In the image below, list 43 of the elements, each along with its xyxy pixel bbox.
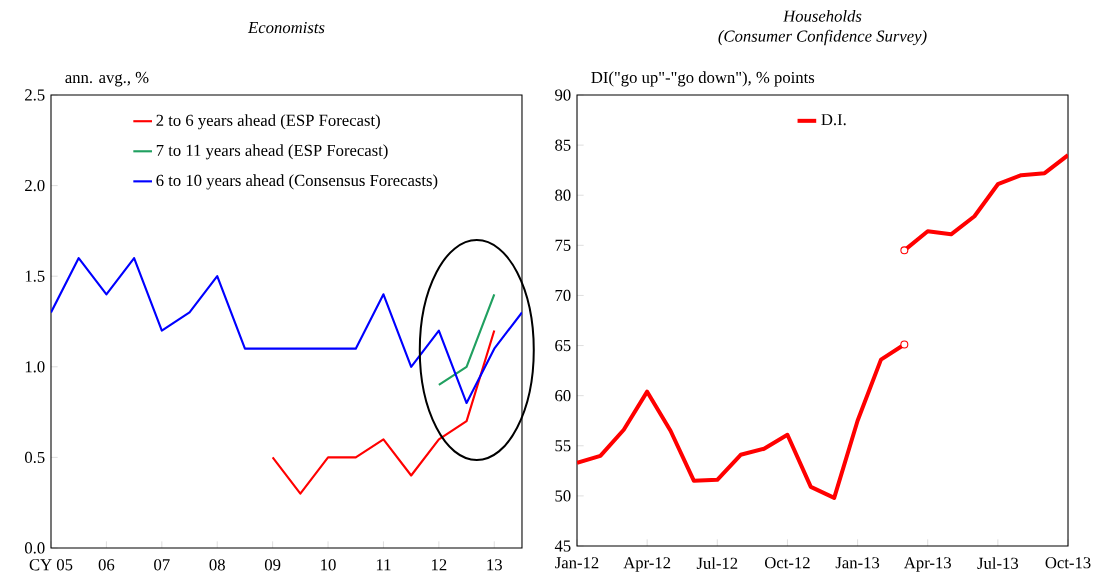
x-tick-label: 12 [432,559,447,571]
y-tick-label: 0.5 [24,451,45,464]
x-tick-label: 11 [376,559,391,571]
x-tick-label: Jul-12 [696,557,738,569]
chart-title: Households [782,10,862,22]
x-tick-label: Jul-13 [977,557,1019,569]
y-tick-label: 1.0 [25,361,45,373]
legend-label: 6 to 10 years ahead (Consensus Forecasts) [156,174,438,190]
legend-label: D.I. [821,114,846,126]
y-tick-label: 80 [555,189,571,201]
y-axis-title: DI("go up"-"go down"), % points [591,71,815,87]
y-tick-label: 55 [555,440,571,452]
legend-label: 2 to 6 years ahead (ESP Forecast) [156,114,380,130]
x-tick-label: Apr-12 [623,557,671,572]
x-tick-label: 10 [321,559,336,571]
y-tick-label: 70 [555,289,571,302]
x-tick-label: Jan-13 [835,557,880,569]
x-tick-label: 06 [98,559,115,571]
y-tick-label: 85 [555,139,571,151]
x-tick-label: Oct-13 [1045,557,1091,569]
legend-label: 7 to 11 years ahead (ESP Forecast) [156,144,388,160]
y-tick-label: 75 [555,239,571,251]
y-tick-label: 45 [554,540,571,552]
line-series [271,329,496,495]
x-tick-label: 07 [154,559,170,571]
chart-title: Economists [247,21,325,34]
x-tick-label: 13 [487,559,502,571]
y-tick-label: 60 [555,390,571,402]
x-tick-label: Jan-12 [555,557,599,569]
x-tick-label: Oct-12 [764,557,810,569]
x-tick-label: CY 05 [29,559,73,571]
chart-subtitle: (Consumer Confidence Survey) [718,29,927,46]
x-tick-label: Apr-13 [903,557,951,572]
y-tick-label: 0.0 [24,542,45,554]
y-axis-title: ann. avg., % [65,71,149,87]
x-tick-label: 08 [209,559,225,571]
y-tick-label: 2.5 [25,89,45,101]
y-tick-label: 50 [555,490,571,502]
y-tick-label: 65 [555,339,571,352]
x-tick-label: 09 [264,559,281,571]
y-tick-label: 2.0 [25,179,45,192]
y-tick-label: 90 [555,89,571,101]
y-tick-label: 1.5 [25,270,45,282]
